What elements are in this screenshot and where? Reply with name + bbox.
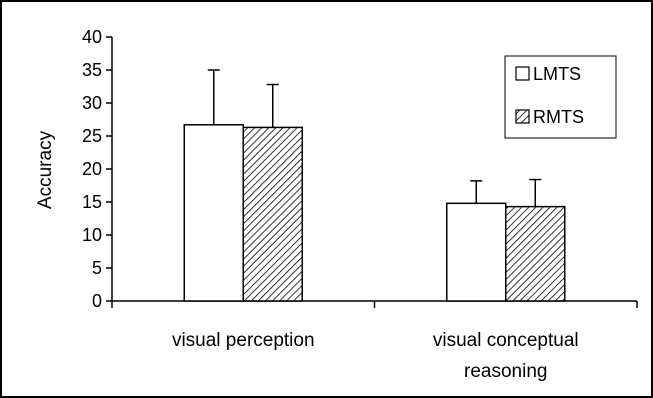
legend-swatch-lmts <box>515 66 530 81</box>
y-axis-label: Accuracy <box>35 130 56 209</box>
bar-rmts <box>505 205 566 302</box>
legend: LMTS RMTS <box>504 55 617 139</box>
y-tick-label: 15 <box>82 192 102 212</box>
y-tick-label: 10 <box>82 225 102 245</box>
y-tick-label: 35 <box>82 60 102 80</box>
legend-swatch-rmts <box>515 109 530 124</box>
y-tick-label: 30 <box>82 93 102 113</box>
legend-label-lmts: LMTS <box>533 64 581 84</box>
x-category-label: visual perception <box>172 330 315 351</box>
bar-lmts <box>446 202 507 302</box>
y-tick-label: 20 <box>82 159 102 179</box>
legend-label-rmts: RMTS <box>533 107 584 127</box>
y-tick-label: 40 <box>82 27 102 47</box>
y-tick-label: 0 <box>92 291 102 311</box>
bar-lmts <box>183 124 244 302</box>
x-category-label: visual conceptual reasoning <box>433 330 579 382</box>
y-tick-label: 5 <box>92 258 102 278</box>
bar-rmts <box>242 126 303 302</box>
y-tick-label: 25 <box>82 126 102 146</box>
